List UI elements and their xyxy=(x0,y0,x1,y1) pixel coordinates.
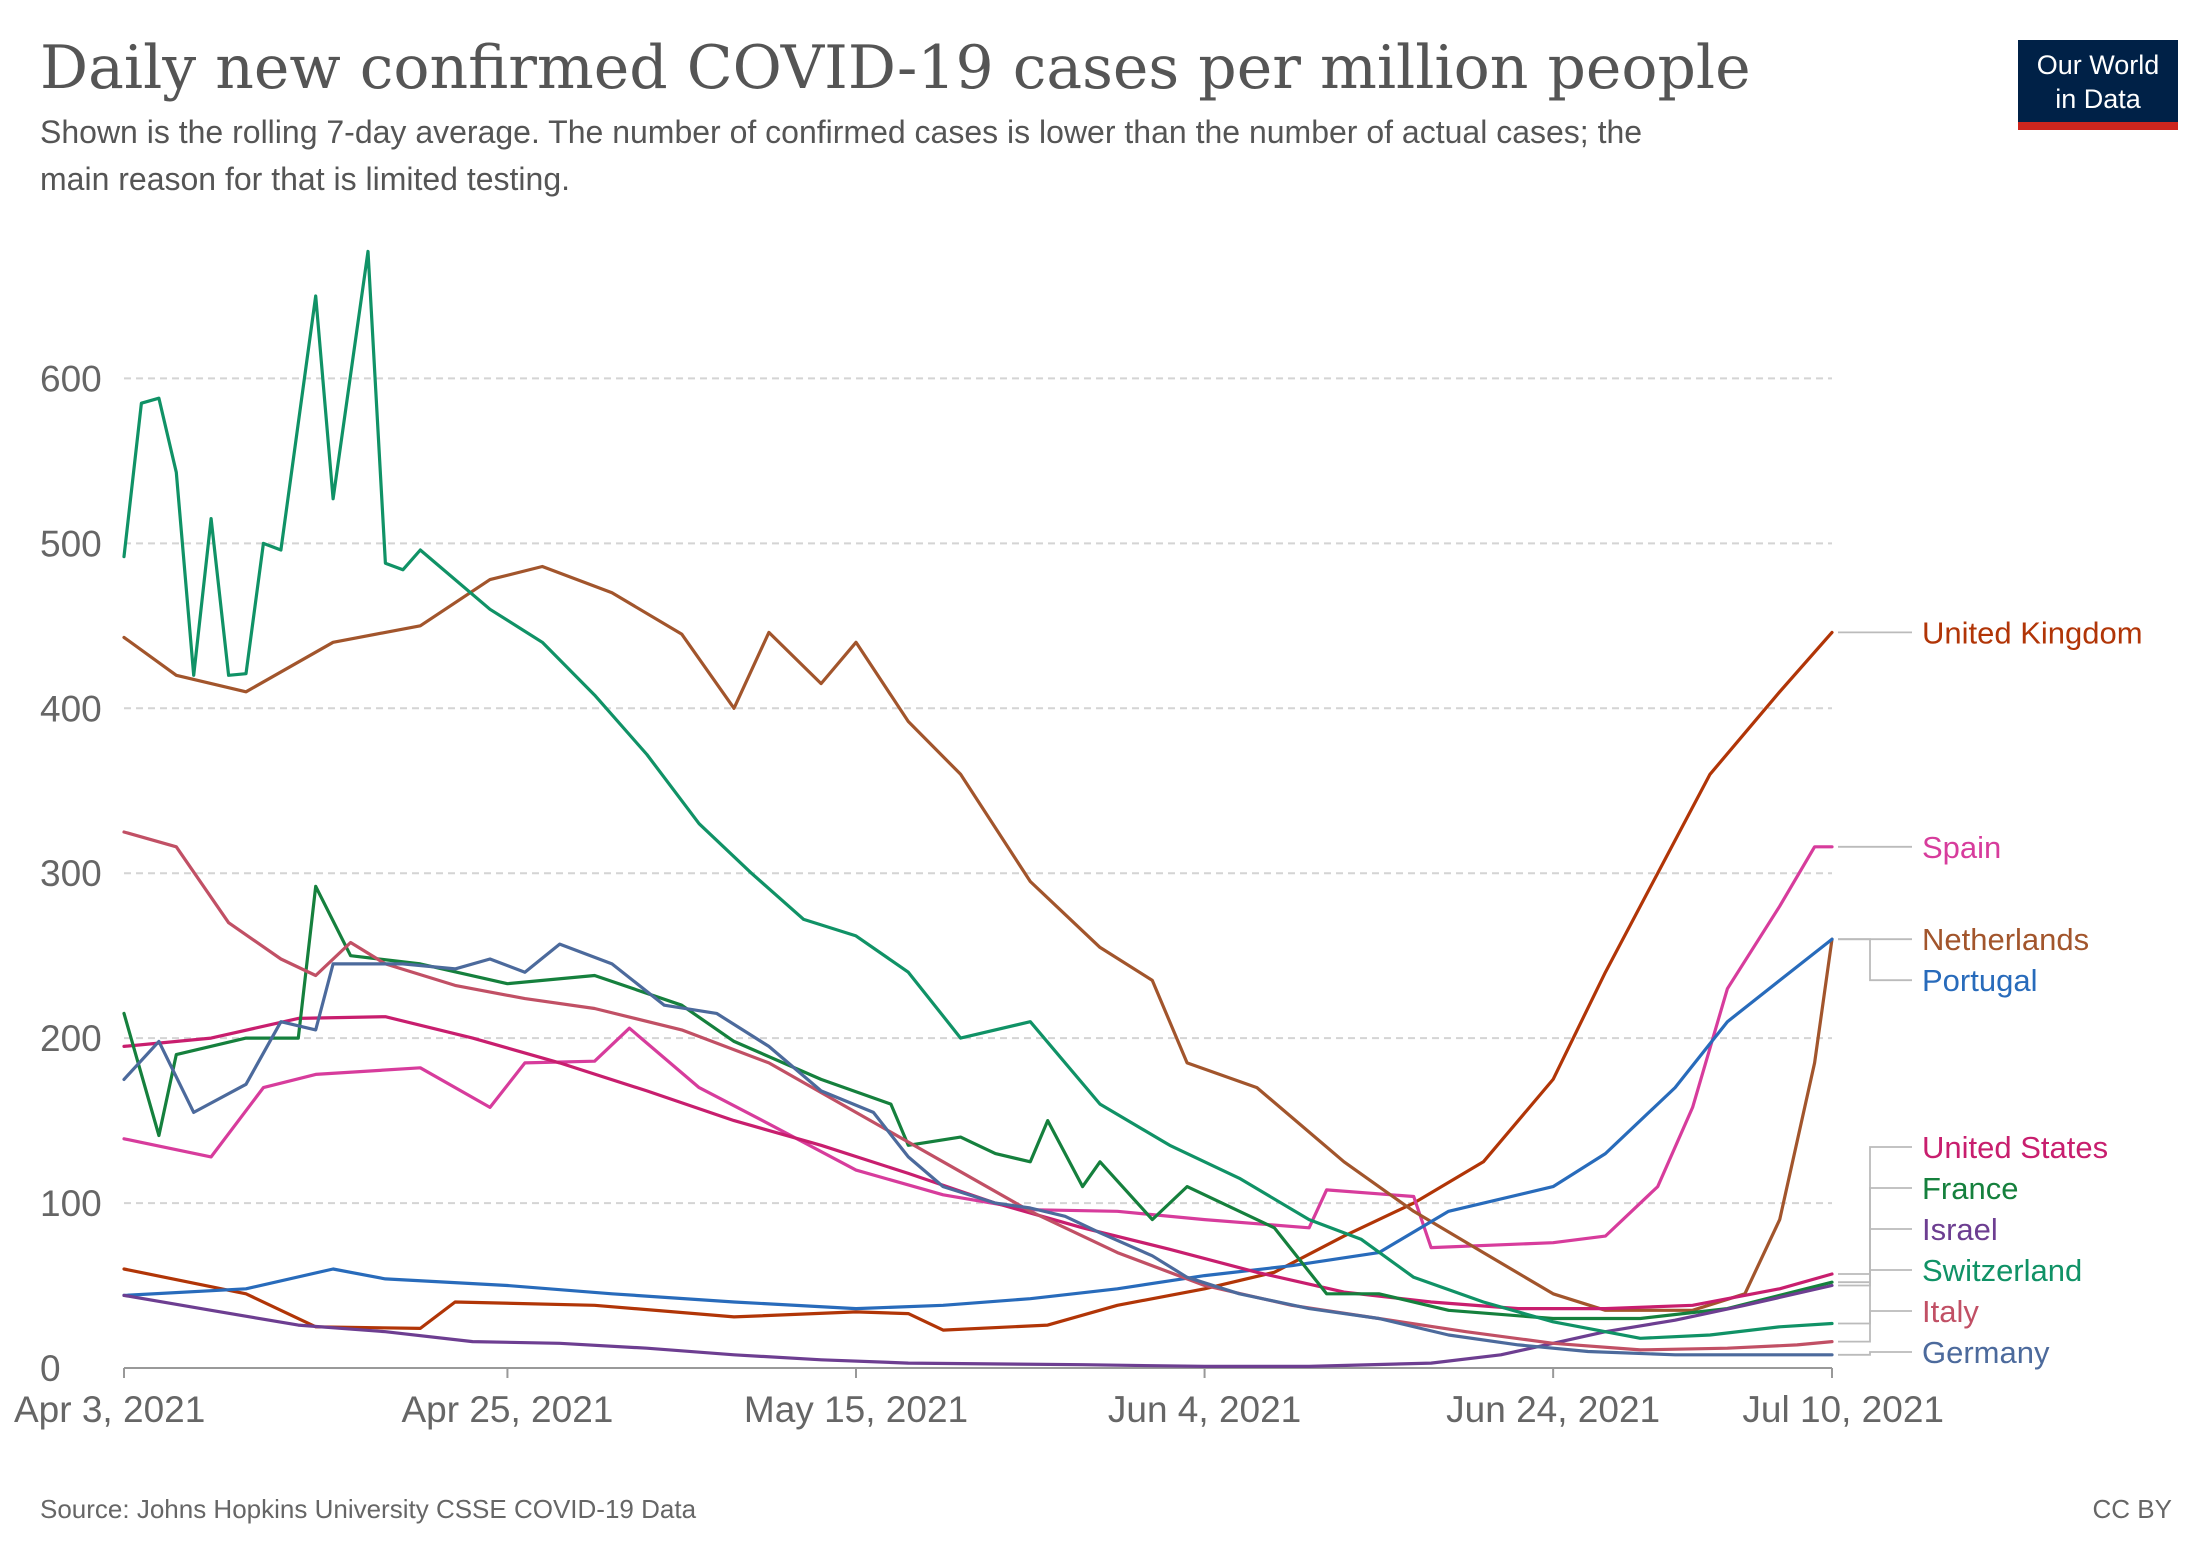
chart-title: Daily new confirmed COVID-19 cases per m… xyxy=(40,33,1751,103)
legend-leader-portugal xyxy=(1838,938,1912,982)
owid-logo[interactable]: Our World in Data xyxy=(2018,40,2178,130)
series-line-united-kingdom xyxy=(122,630,1834,1332)
legend-label-portugal: Portugal xyxy=(1922,963,2037,998)
license-note[interactable]: CC BY xyxy=(2093,1494,2172,1524)
legend-label-switzerland: Switzerland xyxy=(1922,1253,2082,1288)
series-line-netherlands xyxy=(122,564,1834,1312)
source-note[interactable]: Source: Johns Hopkins University CSSE CO… xyxy=(40,1494,697,1524)
legend-label-israel: Israel xyxy=(1922,1212,1998,1247)
legend-label-germany: Germany xyxy=(1922,1335,2050,1370)
x-tick-label-4: Jun 24, 2021 xyxy=(1446,1389,1660,1430)
y-tick-label-0: 0 xyxy=(40,1348,61,1389)
y-tick-label-100: 100 xyxy=(40,1183,102,1224)
y-tick-label-300: 300 xyxy=(40,853,102,894)
legend-label-italy: Italy xyxy=(1922,1294,1979,1329)
series-line-united-states xyxy=(122,1015,1834,1311)
series-line-spain xyxy=(122,845,1834,1250)
y-tick-label-400: 400 xyxy=(40,688,102,729)
legend-label-netherlands: Netherlands xyxy=(1922,922,2089,957)
series-line-germany xyxy=(122,942,1834,1357)
legend-label-united-kingdom: United Kingdom xyxy=(1922,615,2143,650)
logo-accent-bar xyxy=(2018,122,2178,130)
legend-leader-israel xyxy=(1838,1228,1912,1287)
gridlines xyxy=(124,377,1832,1205)
legend: United Kingdom Spain Netherlands Portugal Un… xyxy=(1838,615,2143,1370)
y-axis-ticks: 0 100 200 300 400 500 600 xyxy=(40,358,102,1389)
legend-leader-united-states xyxy=(1838,1146,1912,1275)
x-tick-label-3: Jun 4, 2021 xyxy=(1108,1389,1301,1430)
series-line-portugal xyxy=(122,937,1834,1311)
x-tick-label-2: May 15, 2021 xyxy=(744,1389,968,1430)
legend-label-spain: Spain xyxy=(1922,830,2001,865)
series-line-france xyxy=(122,884,1834,1321)
legend-leader-germany xyxy=(1838,1351,1912,1356)
y-tick-label-600: 600 xyxy=(40,358,102,399)
x-tick-label-1: Apr 25, 2021 xyxy=(401,1389,613,1430)
y-tick-label-200: 200 xyxy=(40,1018,102,1059)
chart-subtitle-line2: main reason for that is limited testing. xyxy=(40,161,570,197)
logo-line2: in Data xyxy=(2055,84,2142,114)
y-tick-label-500: 500 xyxy=(40,523,102,564)
series-line-switzerland xyxy=(122,249,1834,1340)
legend-leader-switzerland xyxy=(1838,1269,1912,1325)
series-line-israel xyxy=(122,1283,1834,1368)
legend-leader-france xyxy=(1838,1187,1912,1284)
series-lines xyxy=(122,249,1834,1368)
x-tick-label-0: Apr 3, 2021 xyxy=(14,1389,205,1430)
series-line-italy xyxy=(122,830,1834,1352)
x-axis: Apr 3, 2021 Apr 25, 2021 May 15, 2021 Jun 4… xyxy=(14,1367,1944,1430)
chart-subtitle-line1: Shown is the rolling 7-day average. The … xyxy=(40,114,1642,150)
legend-label-france: France xyxy=(1922,1171,2018,1206)
legend-leader-italy xyxy=(1838,1310,1912,1343)
x-tick-label-5: Jul 10, 2021 xyxy=(1742,1389,1944,1430)
logo-line1: Our World xyxy=(2037,50,2160,80)
logo-background xyxy=(2018,40,2178,128)
legend-label-united-states: United States xyxy=(1922,1130,2108,1165)
